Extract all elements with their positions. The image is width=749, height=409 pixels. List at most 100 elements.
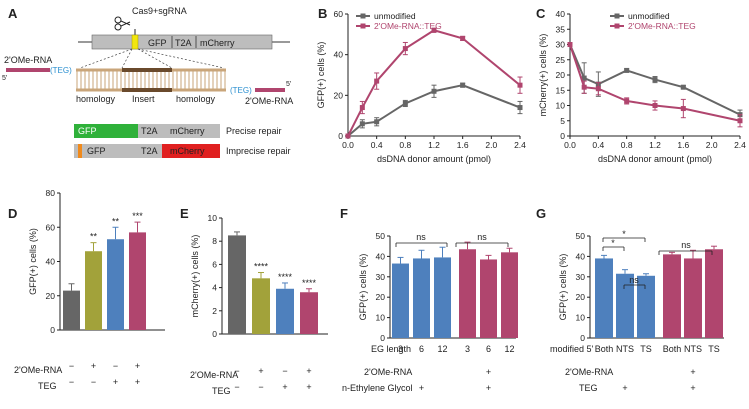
chart-c: 0.0 0.4 0.8 1.2 1.6 2.0 2.4 0 5 10 15 20 25 30 35 40 dsD… [538,9,746,164]
e-y-tick-label: 8 [212,236,217,246]
c-series-ome-teg-point [595,86,601,92]
imprecise-t2a-label: T2A [141,146,158,156]
f-row0-label: EG length [371,344,411,354]
g-y-label: GFP(+) cells (%) [558,254,568,321]
c-x-tick-label: 2.4 [734,140,746,150]
f-condition-cell: + [486,367,491,377]
b-x-tick-label: 0.8 [399,140,411,150]
e-condition-cell: + [282,382,287,392]
f-y-tick-label: 30 [376,272,386,282]
b-series-unmodified-point [374,119,380,125]
b-series-unmodified-point [402,100,408,106]
c-y-tick-label: 20 [556,70,566,80]
c-y-tick-label: 35 [556,24,566,34]
c-legend-label: 2'OMe-RNA::TEG [628,21,696,31]
d-y-tick-label: 40 [46,257,56,267]
c-x-tick-label: 1.6 [677,140,689,150]
e-bar [300,292,318,334]
b-x-tick-label: 2.0 [485,140,497,150]
b-y-tick-label: 0 [338,131,343,141]
f-condition-cell: 12 [504,344,514,354]
imprecise-gfp [74,144,138,158]
precise-mcherry [162,124,220,138]
precise-gfp [74,124,138,138]
g-y-tick-label: 30 [576,272,586,282]
d-condition-cell: − [113,361,118,371]
precise-t2a [138,124,162,138]
precise-gfp-label: GFP [78,126,97,136]
e-y-tick-label: 10 [208,213,218,223]
chart-b: 0.0 0.4 0.8 1.2 1.6 2.0 2.4 0 20 40 60 dsDNA donor … [316,9,526,164]
ome-rna-left-label: 2'OMe-RNA [4,55,52,65]
f-bar [459,249,476,338]
b-legend-marker [360,23,366,29]
g-sig-brackets: * * ns ns [602,229,713,289]
c-x-tick-label: 2.0 [706,140,718,150]
c-y-tick-label: 5 [560,116,565,126]
g-condition-cell: TS [708,344,720,354]
c-y-tick-label: 15 [556,85,566,95]
f-condition-cell: + [419,383,424,393]
e-condition-cell: + [306,382,311,392]
g-condition-cell: Both [595,344,614,354]
imprecise-repair-label: Imprecise repair [226,146,291,156]
f-condition-cell: + [486,383,491,393]
c-legend-label: unmodified [628,11,670,21]
chart-e: 0 2 4 6 8 10 mCherry(+) cells (%) **** **** **** −… [190,213,328,392]
g-y-tick-label: 40 [576,251,586,261]
c-series-unmodified-point [652,77,658,83]
g-ns-inner: ns [629,275,639,285]
b-series-unmodified-point [359,121,365,127]
c-series-ome-teg-point [737,118,743,124]
b-series-unmodified-point [517,105,523,111]
b-series-ome-teg-point [359,105,365,111]
teg-right-label: (TEG) [230,86,252,95]
d-row1-label: 2'OMe-RNA [14,365,62,375]
d-significance: ** [112,216,120,226]
f-ns-right: ns [477,232,487,242]
e-condition-cell: − [234,366,239,376]
f-condition-cell: 3 [465,344,470,354]
genomic-t2a-label: T2A [175,38,192,48]
precise-t2a-label: T2A [141,126,158,136]
g-y-tick-label: 50 [576,231,586,241]
donor-homology-left [76,70,122,90]
b-x-tick-label: 2.4 [514,140,526,150]
c-y-label: mCherry(+) cells (%) [538,34,548,117]
e-bar [228,235,246,334]
f-bar [392,263,409,338]
c-series-unmodified-point [581,75,587,81]
d-condition-cell: − [91,377,96,387]
g-ns-right: ns [681,240,691,250]
e-condition-cell: + [258,366,263,376]
d-condition-cell: − [69,361,74,371]
c-x-tick-label: 0.0 [564,140,576,150]
e-row1-label: 2'OMe-RNA [190,370,238,380]
c-legend-marker [614,23,620,29]
c-series-unmodified-point [680,84,686,90]
imprecise-mcherry [162,144,220,158]
f-y-label: GFP(+) cells (%) [358,254,368,321]
b-series-ome-teg-point [517,82,523,88]
g-row2-label: TEG [579,383,598,393]
f-condition-cell: 6 [419,344,424,354]
e-bar [276,288,294,334]
c-x-label: dsDNA donor amount (pmol) [598,154,712,164]
d-bar [107,239,124,330]
imprecise-t2a [138,144,162,158]
genomic-mcherry-label: mCherry [200,38,235,48]
b-series-unmodified-point [460,82,466,88]
d-significance: *** [132,211,143,221]
b-series-ome-teg-point [460,35,466,41]
precise-repair-label: Precise repair [226,126,282,136]
g-star-inner: * [611,238,615,248]
g-row1-label: 2'OMe-RNA [565,367,613,377]
donor-insert [122,70,172,90]
b-y-tick-label: 60 [334,9,344,19]
g-condition-cell: + [690,383,695,393]
f-sig-brackets: ns ns [395,232,509,247]
d-y-tick-label: 80 [46,188,56,198]
b-y-tick-label: 40 [334,50,344,60]
